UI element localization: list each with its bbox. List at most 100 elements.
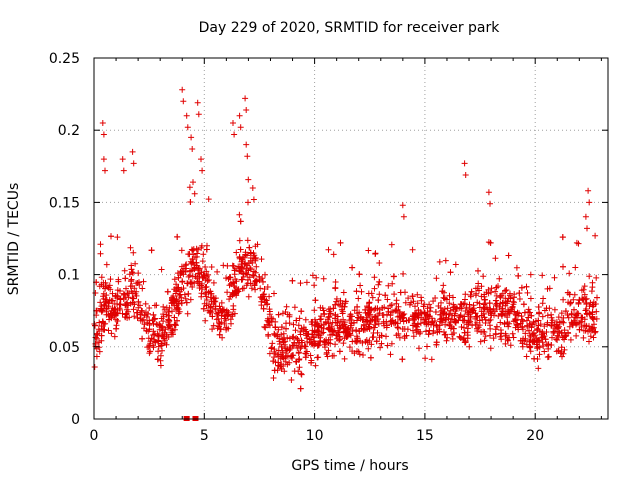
data-point [291, 304, 298, 311]
data-point [161, 340, 168, 346]
data-point [320, 307, 327, 314]
data-point [209, 326, 216, 333]
data-point [236, 237, 243, 244]
data-point [376, 260, 383, 266]
data-point [92, 290, 99, 296]
data-point [354, 317, 360, 324]
data-point [230, 120, 236, 126]
data-point [425, 331, 432, 338]
data-point [363, 314, 370, 321]
data-point [138, 307, 145, 314]
data-point [158, 266, 165, 273]
data-point [589, 325, 596, 332]
data-point [588, 288, 595, 295]
data-point [188, 279, 195, 286]
data-point [283, 325, 289, 332]
data-point [309, 272, 316, 279]
data-point [526, 338, 533, 345]
data-point [109, 290, 116, 297]
data-point [401, 311, 408, 317]
data-point [201, 272, 208, 279]
data-point [446, 300, 453, 307]
data-point [430, 330, 436, 337]
data-point [245, 293, 252, 300]
data-point [530, 330, 537, 337]
data-point [587, 333, 594, 340]
data-point [558, 344, 565, 351]
data-point [378, 340, 385, 347]
data-point [527, 333, 534, 340]
data-point [105, 327, 112, 334]
data-point [541, 348, 548, 355]
y-tick-label: 0.2 [58, 123, 80, 139]
data-point [376, 291, 383, 298]
data-point [593, 308, 600, 315]
data-point [143, 327, 150, 334]
data-point [230, 279, 236, 286]
data-point [545, 353, 552, 360]
data-point [303, 348, 310, 355]
data-point [416, 345, 422, 352]
data-point [133, 280, 140, 287]
data-point [417, 329, 424, 335]
data-point [368, 290, 375, 297]
data-point [553, 348, 560, 355]
data-point [535, 304, 542, 310]
data-point [115, 278, 122, 285]
data-point [312, 297, 319, 304]
data-point [325, 246, 332, 253]
data-point [101, 326, 108, 333]
data-point [575, 300, 582, 307]
data-point [266, 350, 273, 357]
data-point [311, 322, 318, 329]
data-point [440, 282, 447, 289]
data-point [96, 348, 103, 355]
data-point [136, 279, 142, 286]
data-point [157, 352, 164, 359]
data-point [526, 327, 532, 334]
data-point [366, 337, 373, 344]
data-point [317, 316, 324, 323]
data-point [332, 285, 339, 292]
data-point [399, 356, 406, 363]
data-point [424, 343, 430, 350]
data-point [271, 367, 278, 374]
data-point [376, 334, 383, 341]
data-point [525, 314, 532, 321]
data-point [594, 294, 600, 301]
data-point [188, 134, 195, 141]
data-point [315, 332, 322, 339]
data-point [481, 314, 488, 321]
data-point [534, 345, 541, 352]
data-point [540, 343, 547, 349]
data-point [433, 275, 440, 282]
data-point [221, 313, 228, 320]
data-point [147, 348, 154, 355]
data-point [586, 323, 592, 330]
data-point [270, 375, 277, 381]
data-point [297, 328, 304, 335]
data-point [435, 303, 442, 309]
data-point [354, 348, 360, 355]
data-point [383, 333, 389, 340]
data-point [502, 287, 509, 294]
data-point [247, 249, 254, 256]
data-point [372, 305, 379, 312]
data-point [533, 318, 539, 325]
data-point [302, 316, 309, 323]
data-point [511, 294, 517, 301]
data-point [131, 301, 138, 308]
data-point [144, 319, 151, 326]
data-point [346, 317, 353, 324]
data-point [512, 316, 518, 323]
data-point [406, 317, 413, 324]
data-point [228, 320, 234, 327]
data-point [525, 306, 532, 313]
data-point [487, 200, 493, 207]
data-point [128, 278, 135, 285]
data-point [183, 299, 190, 306]
plot-frame [93, 57, 609, 420]
data-point [418, 297, 425, 304]
data-point [283, 320, 289, 327]
data-point [237, 218, 244, 225]
